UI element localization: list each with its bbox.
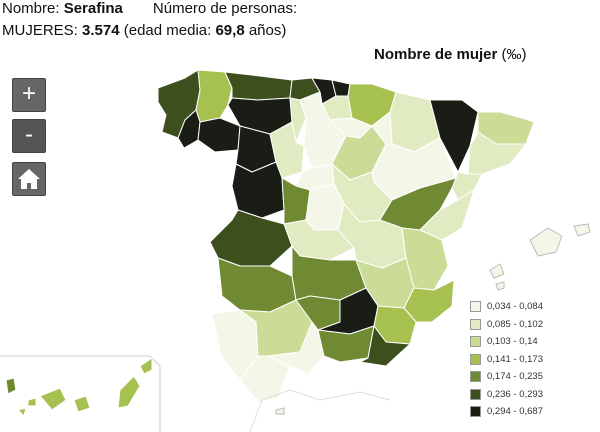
women-count: 3.574 <box>82 22 120 39</box>
legend-swatch <box>470 336 481 348</box>
women-line: MUJERES: 3.574 (edad media: 69,8 años) <box>2 22 286 40</box>
canary-inset-frame <box>0 355 161 432</box>
province-salamanca[interactable] <box>231 161 285 219</box>
province-almeria[interactable] <box>359 325 411 367</box>
island-fuerteventura[interactable] <box>117 375 141 409</box>
age-prefix: (edad media: <box>123 22 212 39</box>
legend-item: 0,103 - 0,14 <box>470 333 543 351</box>
africa-coast <box>249 389 391 432</box>
province-map <box>0 69 591 432</box>
legend-label: 0,034 - 0,084 <box>487 301 543 313</box>
province-caceres[interactable] <box>209 209 293 267</box>
island-formentera[interactable] <box>495 281 505 291</box>
legend-label: 0,174 - 0,235 <box>487 371 543 383</box>
legend-swatch <box>470 353 481 365</box>
legend-label: 0,085 - 0,102 <box>487 318 543 330</box>
province-asturias[interactable] <box>224 71 293 101</box>
count-label: Número de personas: <box>152 0 298 17</box>
province-ourense[interactable] <box>197 117 241 153</box>
legend: 0,034 - 0,084 0,085 - 0,102 0,103 - 0,14 0,… <box>470 298 543 421</box>
island-menorca[interactable] <box>573 223 591 237</box>
age-suffix: años) <box>248 22 287 39</box>
legend-item: 0,085 - 0,102 <box>470 316 543 334</box>
legend-item: 0,236 - 0,293 <box>470 386 543 404</box>
home-button[interactable] <box>12 162 46 196</box>
island-la-gomera[interactable] <box>27 397 37 407</box>
island-gran-canaria[interactable] <box>73 395 91 413</box>
province-lugo[interactable] <box>195 69 233 123</box>
legend-swatch <box>470 388 481 400</box>
name-label: Nombre: <box>2 0 60 17</box>
legend-swatch <box>470 371 481 383</box>
name-value: Serafina <box>63 0 123 17</box>
province-ceuta[interactable] <box>275 407 285 415</box>
legend-swatch <box>470 318 481 330</box>
map-title-text: Nombre de mujer <box>374 46 498 63</box>
legend-swatch <box>470 406 481 418</box>
province-badajoz[interactable] <box>217 257 297 313</box>
age-value: 69,8 <box>215 22 245 39</box>
legend-item: 0,034 - 0,084 <box>470 298 543 316</box>
name-line: Nombre: Serafina Número de personas: <box>2 0 297 18</box>
legend-item: 0,294 - 0,687 <box>470 403 543 421</box>
island-el-hierro[interactable] <box>17 407 27 417</box>
island-tenerife[interactable] <box>39 387 67 411</box>
map-title: Nombre de mujer (‰) <box>374 46 527 63</box>
island-la-palma[interactable] <box>5 377 17 395</box>
legend-label: 0,141 - 0,173 <box>487 353 543 365</box>
legend-label: 0,236 - 0,293 <box>487 388 543 400</box>
legend-label: 0,294 - 0,687 <box>487 406 543 418</box>
women-label: MUJERES: <box>2 22 78 39</box>
legend-item: 0,141 - 0,173 <box>470 351 543 369</box>
island-mallorca[interactable] <box>529 227 563 257</box>
island-ibiza[interactable] <box>489 263 505 279</box>
map-title-unit: (‰) <box>501 46 527 63</box>
island-lanzarote[interactable] <box>139 357 153 375</box>
zoom-in-button[interactable]: + <box>12 78 46 112</box>
zoom-out-button[interactable]: - <box>12 119 46 153</box>
legend-label: 0,103 - 0,14 <box>487 336 538 348</box>
house-icon <box>18 169 40 189</box>
legend-swatch <box>470 301 481 313</box>
legend-item: 0,174 - 0,235 <box>470 368 543 386</box>
